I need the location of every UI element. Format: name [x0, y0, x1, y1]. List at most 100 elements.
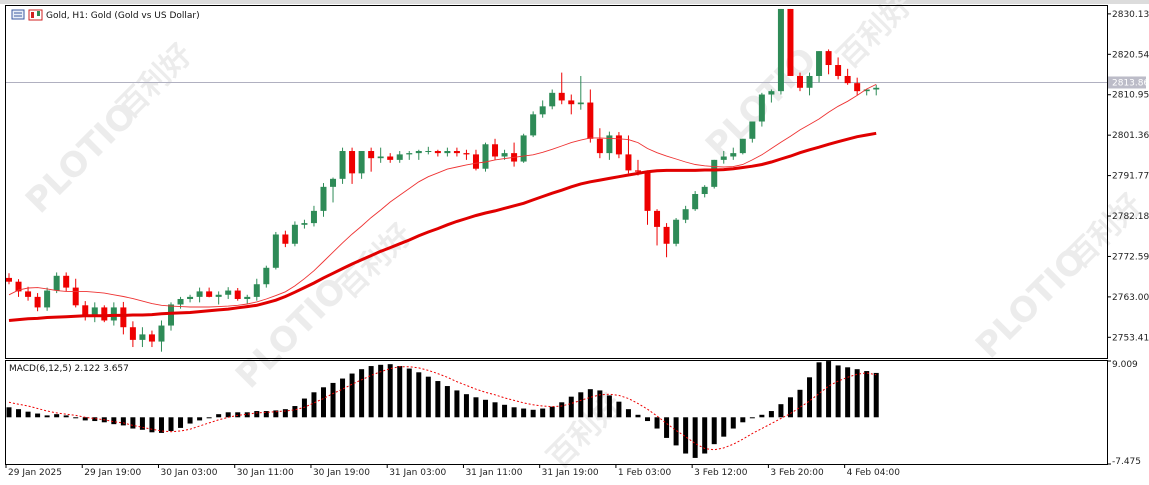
candle[interactable]: [415, 149, 422, 160]
candle[interactable]: [349, 147, 356, 184]
candle[interactable]: [310, 205, 317, 227]
candle[interactable]: [854, 77, 861, 96]
candle[interactable]: [835, 57, 842, 80]
candle[interactable]: [606, 131, 613, 160]
candle[interactable]: [453, 147, 460, 157]
candle[interactable]: [168, 302, 175, 331]
candle[interactable]: [463, 149, 470, 160]
candle[interactable]: [34, 293, 41, 312]
candle[interactable]: [615, 132, 622, 159]
macd-bar: [130, 417, 136, 429]
candle[interactable]: [444, 147, 451, 157]
candle[interactable]: [844, 68, 851, 85]
candle[interactable]: [101, 305, 108, 323]
candle-body: [6, 277, 12, 282]
candle[interactable]: [482, 142, 489, 172]
candle[interactable]: [263, 265, 270, 288]
candle[interactable]: [787, 8, 794, 76]
candle[interactable]: [796, 72, 803, 92]
candle[interactable]: [825, 49, 832, 75]
candle[interactable]: [863, 89, 870, 96]
candle[interactable]: [577, 75, 584, 110]
candle[interactable]: [339, 147, 346, 184]
candle[interactable]: [777, 8, 784, 95]
candle[interactable]: [758, 92, 765, 127]
price-axis: 2830.13 2820.54 2810.95 2801.36 2791.77 2782.…: [1107, 10, 1149, 343]
candle[interactable]: [139, 327, 146, 348]
candle[interactable]: [663, 223, 670, 258]
candle[interactable]: [6, 273, 12, 285]
candlestick-chart-icon[interactable]: [28, 9, 43, 21]
candle[interactable]: [596, 128, 603, 159]
candle[interactable]: [282, 230, 289, 248]
candle-body: [168, 304, 175, 326]
candle[interactable]: [301, 219, 308, 229]
price-panel[interactable]: [5, 5, 1108, 359]
candle[interactable]: [673, 218, 680, 247]
candle[interactable]: [520, 133, 527, 163]
candle[interactable]: [625, 135, 632, 174]
candle[interactable]: [15, 279, 22, 297]
candle[interactable]: [225, 287, 232, 299]
candle[interactable]: [244, 294, 251, 305]
candle[interactable]: [148, 330, 155, 348]
candle[interactable]: [187, 294, 194, 303]
candle[interactable]: [215, 291, 222, 305]
candle[interactable]: [492, 138, 499, 160]
candle[interactable]: [387, 153, 394, 163]
candle[interactable]: [568, 94, 575, 115]
candle[interactable]: [425, 146, 432, 155]
candle[interactable]: [206, 287, 213, 298]
candle[interactable]: [768, 89, 775, 103]
candle-body: [806, 75, 813, 88]
candle[interactable]: [234, 288, 241, 301]
candle[interactable]: [320, 183, 327, 217]
candle[interactable]: [816, 51, 823, 83]
candle[interactable]: [406, 151, 413, 160]
candle[interactable]: [330, 177, 337, 203]
candle[interactable]: [472, 149, 479, 171]
candle[interactable]: [739, 138, 746, 155]
candle[interactable]: [587, 89, 594, 143]
candle[interactable]: [368, 147, 375, 172]
candle[interactable]: [654, 209, 661, 246]
candle[interactable]: [44, 287, 51, 311]
candle[interactable]: [434, 149, 441, 157]
candle[interactable]: [749, 121, 756, 143]
candle[interactable]: [291, 221, 298, 247]
candle[interactable]: [25, 286, 32, 301]
candle[interactable]: [539, 100, 546, 118]
candle[interactable]: [873, 84, 880, 96]
candle-body: [615, 135, 622, 155]
candle[interactable]: [549, 89, 556, 110]
candle[interactable]: [711, 159, 718, 189]
candle[interactable]: [720, 151, 727, 164]
candle[interactable]: [377, 147, 384, 163]
window-menu-icon[interactable]: [11, 9, 25, 20]
candle[interactable]: [692, 191, 699, 211]
candle[interactable]: [558, 72, 565, 105]
candle[interactable]: [120, 301, 127, 335]
candle[interactable]: [730, 147, 737, 160]
candle[interactable]: [53, 272, 60, 294]
candle[interactable]: [272, 231, 279, 270]
candle[interactable]: [682, 205, 689, 224]
candle[interactable]: [530, 111, 537, 138]
candle[interactable]: [358, 151, 365, 179]
candle[interactable]: [806, 72, 813, 96]
macd-bar: [82, 417, 88, 421]
candle[interactable]: [63, 272, 70, 292]
candle[interactable]: [72, 278, 79, 308]
candle[interactable]: [158, 320, 165, 352]
macd-panel[interactable]: [5, 360, 1108, 465]
candle[interactable]: [701, 185, 708, 198]
candle[interactable]: [196, 287, 203, 303]
candle[interactable]: [396, 151, 403, 163]
candle-body: [396, 154, 403, 160]
candle[interactable]: [129, 321, 136, 348]
time-tick-label: 30 Jan 11:00: [237, 468, 294, 478]
candle[interactable]: [644, 170, 651, 225]
candle[interactable]: [91, 302, 98, 323]
candle[interactable]: [253, 278, 260, 301]
